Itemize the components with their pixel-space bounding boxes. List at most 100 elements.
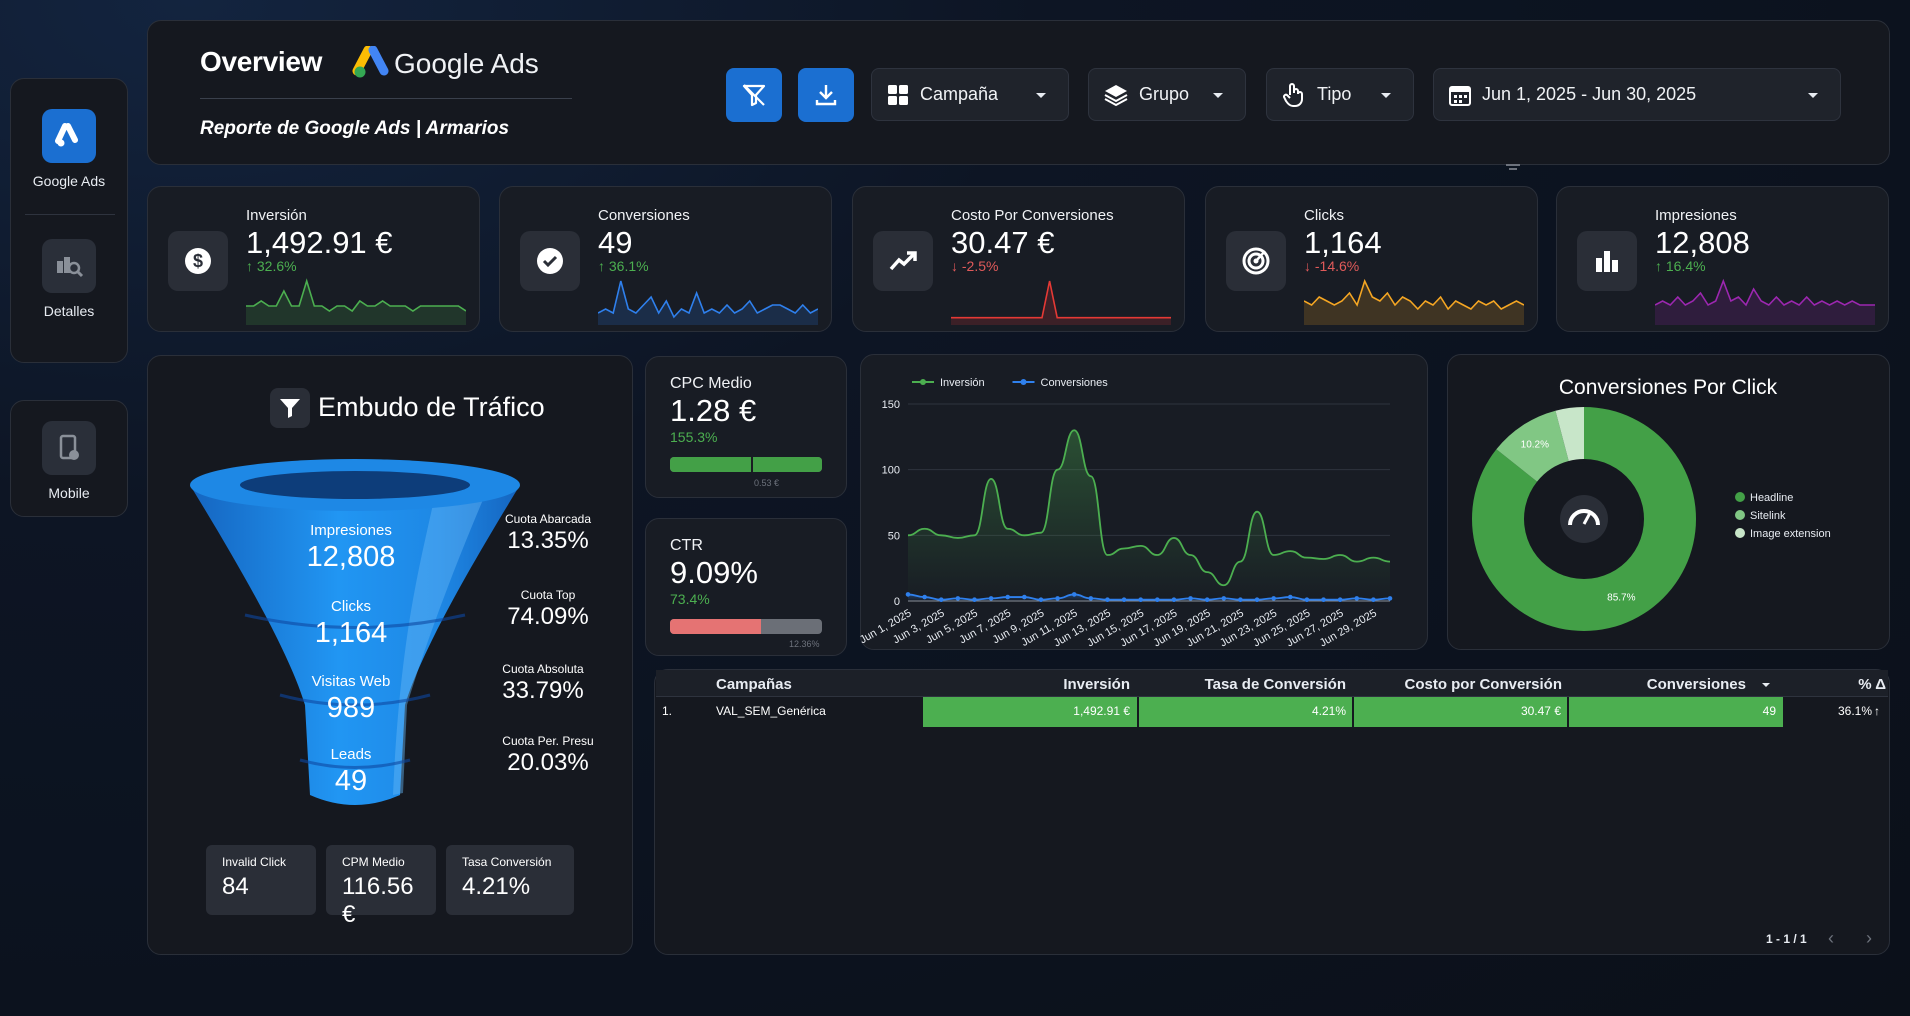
data-point[interactable] [1121,597,1127,602]
data-point[interactable] [905,592,911,597]
data-point[interactable] [1038,597,1044,602]
data-point[interactable] [938,597,944,602]
quota-value: 13.35% [507,527,589,554]
sidebar-item-google-ads[interactable]: Google Ads [11,109,127,189]
kpi-value: 1,492.91 € [246,225,393,260]
data-point[interactable] [1105,597,1110,602]
data-point[interactable] [1155,597,1160,602]
gauge-icon [1568,509,1600,526]
kpi-label: Inversión [246,207,307,224]
kpi-value: 1,164 [1304,225,1382,260]
data-point[interactable] [1271,596,1276,601]
chevron-right-icon[interactable]: › [1866,928,1872,948]
quota-label: Cuota Per. Presu [502,734,594,748]
data-point[interactable] [1337,597,1343,602]
mini-label: Tasa Conversión [462,855,552,869]
quota-item: Cuota Top 74.09% [488,588,608,631]
data-point[interactable] [1088,596,1094,601]
group-filter[interactable]: Grupo [1088,68,1246,121]
row-conversions: 49 [1762,704,1776,718]
data-point[interactable] [1188,596,1193,601]
legend-label: Inversión [940,377,985,389]
data-point[interactable] [1238,597,1243,602]
data-point[interactable] [1071,592,1077,597]
legend-label: Conversiones [1041,377,1109,389]
col-header-cost-conv[interactable]: Costo por Conversión [1404,676,1562,693]
legend-label: Image extension [1750,528,1831,540]
donut-slice[interactable] [1472,407,1696,631]
chevron-left-icon[interactable]: ‹ [1828,928,1834,948]
sparkline-area [246,281,466,325]
sidebar-item-mobile[interactable]: Mobile [11,421,127,501]
data-point[interactable] [1055,596,1060,601]
kpi-card: Conversiones 49 ↑ 36.1% [499,186,832,332]
kpi-delta: ↑ 16.4% [1655,258,1706,274]
funnel-title: Embudo de Tráfico [318,392,545,422]
funnel-stage-value: 989 [326,692,376,724]
svg-text:$: $ [193,251,203,271]
legend-label: Sitelink [1750,510,1786,522]
kpi-card: Impresiones 12,808 ↑ 16.4% [1556,186,1889,332]
invalid-click-card: Invalid Click 84 [206,845,316,915]
quota-item: Cuota Abarcada 13.35% [488,512,608,555]
col-header-delta[interactable]: % Δ [1858,676,1886,693]
kpi-card: $ Inversión 1,492.91 € ↑ 32.6% [147,186,480,332]
data-point[interactable] [1171,597,1177,602]
kpi-label: Conversiones [598,207,690,224]
type-filter-label: Tipo [1317,84,1352,104]
col-header-conversions[interactable]: Conversiones [1646,676,1746,693]
chart-title: Conversiones Por Click [1559,376,1778,399]
legend-label: Headline [1750,492,1793,504]
cpc-progress-fill [670,457,822,472]
donut-slice[interactable] [1496,410,1569,482]
data-point[interactable] [955,596,961,601]
data-point[interactable] [988,596,994,601]
kpi-delta: ↑ 36.1% [598,258,649,274]
data-point[interactable] [1221,596,1227,601]
bar-chart-icon [1577,231,1637,291]
target-icon [1226,231,1286,291]
chevron-down-icon [1036,93,1046,98]
row-conv-rate: 4.21% [1311,704,1346,718]
reset-filters-button[interactable] [726,68,782,122]
col-header-spend[interactable]: Inversión [1063,676,1130,693]
sidebar-item-label: Detalles [43,303,95,319]
data-point[interactable] [1138,597,1143,602]
data-point[interactable] [1022,594,1027,600]
donut-slice[interactable] [1555,407,1584,461]
data-point[interactable] [1254,597,1260,602]
col-header-campaign[interactable]: Campañas [716,676,792,693]
data-point[interactable] [1371,597,1376,602]
col-header-conv-rate[interactable]: Tasa de Conversión [1204,676,1346,693]
data-point[interactable] [1005,594,1011,600]
row-campaign[interactable]: VAL_SEM_Genérica [716,704,826,718]
quota-item: Cuota Per. Presu 20.03% [488,734,608,777]
kpi-sparkline [246,278,466,325]
data-point[interactable] [1354,596,1360,601]
sparkline-area [1304,281,1524,325]
details-icon [42,239,96,293]
ctr-label: CTR [670,537,703,554]
kpi-label: Costo Por Conversiones [951,207,1114,224]
collapse-handle-icon[interactable] [1506,164,1520,172]
data-point[interactable] [1321,597,1326,602]
sidebar-item-detalles[interactable]: Detalles [11,239,127,319]
report-subtitle: Reporte de Google Ads | Armarios [200,118,510,139]
sort-desc-icon[interactable] [1762,683,1770,687]
data-point[interactable] [972,597,977,602]
date-range-picker[interactable]: Jun 1, 2025 - Jun 30, 2025 [1433,68,1841,121]
campaign-filter[interactable]: Campaña [871,68,1069,121]
data-point[interactable] [1304,597,1310,602]
data-point[interactable] [1204,597,1210,602]
type-filter[interactable]: Tipo [1266,68,1414,121]
kpi-delta: ↓ -2.5% [951,258,999,274]
series-line [907,429,1391,587]
data-point[interactable] [1387,596,1393,601]
download-button[interactable] [798,68,854,122]
data-point[interactable] [1287,594,1293,600]
slice-label: 10.2% [1521,440,1549,451]
kpi-sparkline [1304,278,1524,325]
grid-icon [886,83,910,107]
ctr-card: CTR 9.09% 73.4% 12.36% [645,518,847,656]
data-point[interactable] [922,594,927,600]
